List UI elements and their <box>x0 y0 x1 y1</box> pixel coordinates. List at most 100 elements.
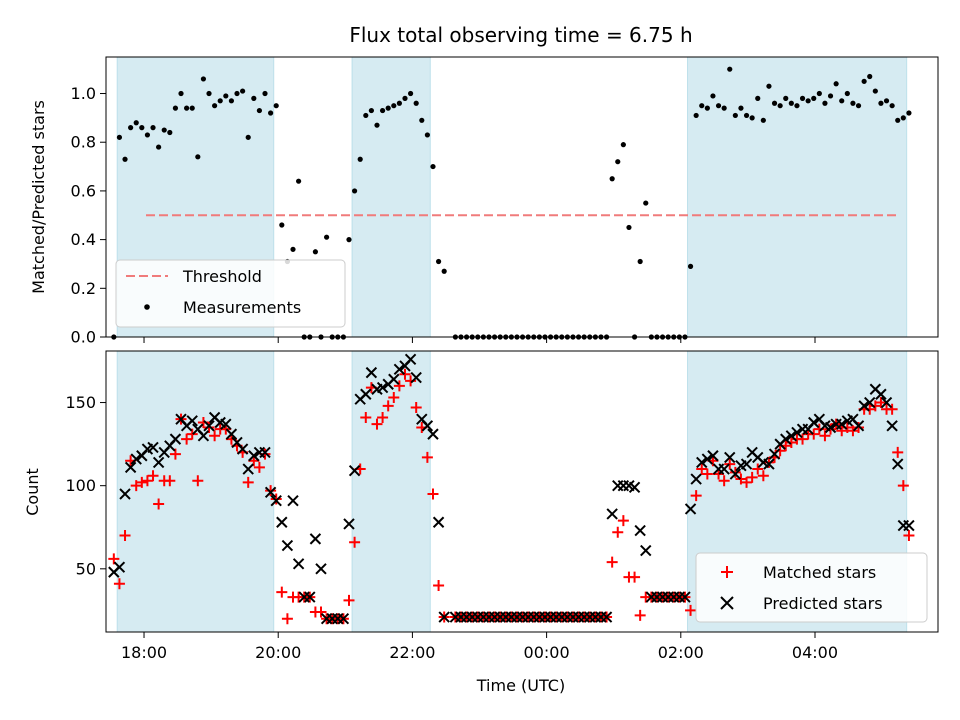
matched-star-point <box>746 471 758 483</box>
matched-star-point <box>388 392 400 404</box>
measurement-point <box>435 258 442 265</box>
matched-star-point <box>634 609 646 621</box>
measurement-point <box>206 90 212 97</box>
predicted-star-point <box>220 418 232 430</box>
predicted-star-point <box>696 456 708 469</box>
predicted-star-point <box>225 428 238 440</box>
matched-star-point <box>724 458 736 470</box>
top-y-tick-label: 0.0 <box>71 328 96 347</box>
predicted-star-point <box>236 443 249 455</box>
predicted-star-point <box>791 426 803 439</box>
predicted-star-point <box>684 503 697 515</box>
measurement-point <box>727 66 733 72</box>
measurement-point <box>755 95 761 101</box>
measurement-point <box>273 103 279 109</box>
measurement-point <box>133 120 139 126</box>
bottom-y-tick-label: 150 <box>65 393 96 412</box>
matched-star-point <box>847 425 859 437</box>
predicted-star-point <box>169 433 182 445</box>
measurement-point <box>184 105 190 111</box>
measurement-point <box>178 90 184 97</box>
matched-star-point <box>752 463 764 475</box>
top-y-tick-label: 0.2 <box>71 279 96 298</box>
predicted-star-point <box>634 524 646 537</box>
predicted-star-point <box>304 591 316 603</box>
x-tick-label: 04:00 <box>792 643 838 662</box>
legend-threshold-label: Threshold <box>182 267 262 286</box>
measurement-point <box>794 103 800 109</box>
measurement-point <box>637 258 643 265</box>
measurement-point <box>861 78 867 84</box>
matched-star-point <box>433 579 445 591</box>
predicted-star-point <box>242 463 254 475</box>
measurement-point <box>693 112 699 119</box>
measurement-point <box>212 103 218 109</box>
measurement-point <box>788 100 794 106</box>
measurement-point <box>777 103 783 109</box>
predicted-star-point <box>287 494 299 507</box>
measurement-point <box>268 110 274 116</box>
measurement-point <box>167 129 173 136</box>
x-tick-label: 18:00 <box>121 643 167 662</box>
x-tick-label: 02:00 <box>658 643 704 662</box>
predicted-star-point <box>203 420 215 432</box>
predicted-star-point <box>606 508 618 520</box>
measurement-point <box>150 125 156 131</box>
matched-star-point <box>113 578 125 590</box>
measurement-point <box>760 117 766 123</box>
predicted-star-point <box>600 611 613 623</box>
measurement-point <box>699 103 705 109</box>
bottom-y-tick-label: 50 <box>76 559 96 578</box>
measurement-point <box>234 90 240 97</box>
legend-predicted-swatch <box>720 596 734 610</box>
measurement-point <box>195 154 201 160</box>
matched-star-point <box>253 461 265 473</box>
predicted-star-point <box>124 461 137 474</box>
bottom-y-ticks: 50 100 150 <box>65 393 106 578</box>
matched-star-point <box>427 488 439 500</box>
measurement-point <box>715 103 722 109</box>
predicted-star-point <box>276 516 288 528</box>
predicted-star-point <box>348 465 361 477</box>
matched-star-point <box>903 530 915 542</box>
matched-star-point <box>108 553 120 565</box>
measurement-point <box>805 98 811 104</box>
predicted-star-point <box>785 430 798 442</box>
predicted-star-point <box>388 373 400 385</box>
measurement-point <box>172 105 179 111</box>
predicted-star-point <box>309 533 322 545</box>
predicted-star-point <box>875 388 887 400</box>
matched-star-point <box>281 613 293 625</box>
measurement-point <box>609 176 615 182</box>
matched-star-point <box>270 493 282 505</box>
predicted-star-point <box>707 450 719 462</box>
top-panel: 0.0 0.2 0.4 0.6 0.8 1.0 Matched/Predicted sta… <box>29 56 939 347</box>
matched-star-point <box>130 480 142 492</box>
matched-star-point <box>393 380 405 392</box>
legend-predicted-label: Predicted stars <box>763 594 883 613</box>
legend-matched-swatch <box>721 566 733 578</box>
measurement-point <box>732 112 738 119</box>
predicted-star-point <box>360 388 372 400</box>
measurement-point <box>368 107 374 114</box>
measurement-point <box>402 95 408 101</box>
predicted-star-point <box>701 453 714 465</box>
measurement-point <box>771 100 778 106</box>
predicted-star-point <box>292 558 305 570</box>
measurement-point <box>749 115 755 121</box>
measurement-point <box>704 105 710 111</box>
predicted-star-point <box>880 396 893 409</box>
matched-star-point <box>349 536 361 548</box>
bottom-x-ticks: 18:00 20:00 22:00 00:00 02:00 04:00 <box>121 632 838 662</box>
measurement-point <box>811 95 817 101</box>
matched-star-point <box>606 556 618 568</box>
predicted-star-point <box>365 366 378 379</box>
measurement-point <box>156 144 162 150</box>
top-y-tick-label: 0.8 <box>71 133 96 152</box>
measurement-point <box>906 110 912 116</box>
measurement-point <box>799 95 806 101</box>
measurement-point <box>738 105 744 111</box>
measurement-point <box>346 237 352 243</box>
measurement-point <box>223 93 229 99</box>
